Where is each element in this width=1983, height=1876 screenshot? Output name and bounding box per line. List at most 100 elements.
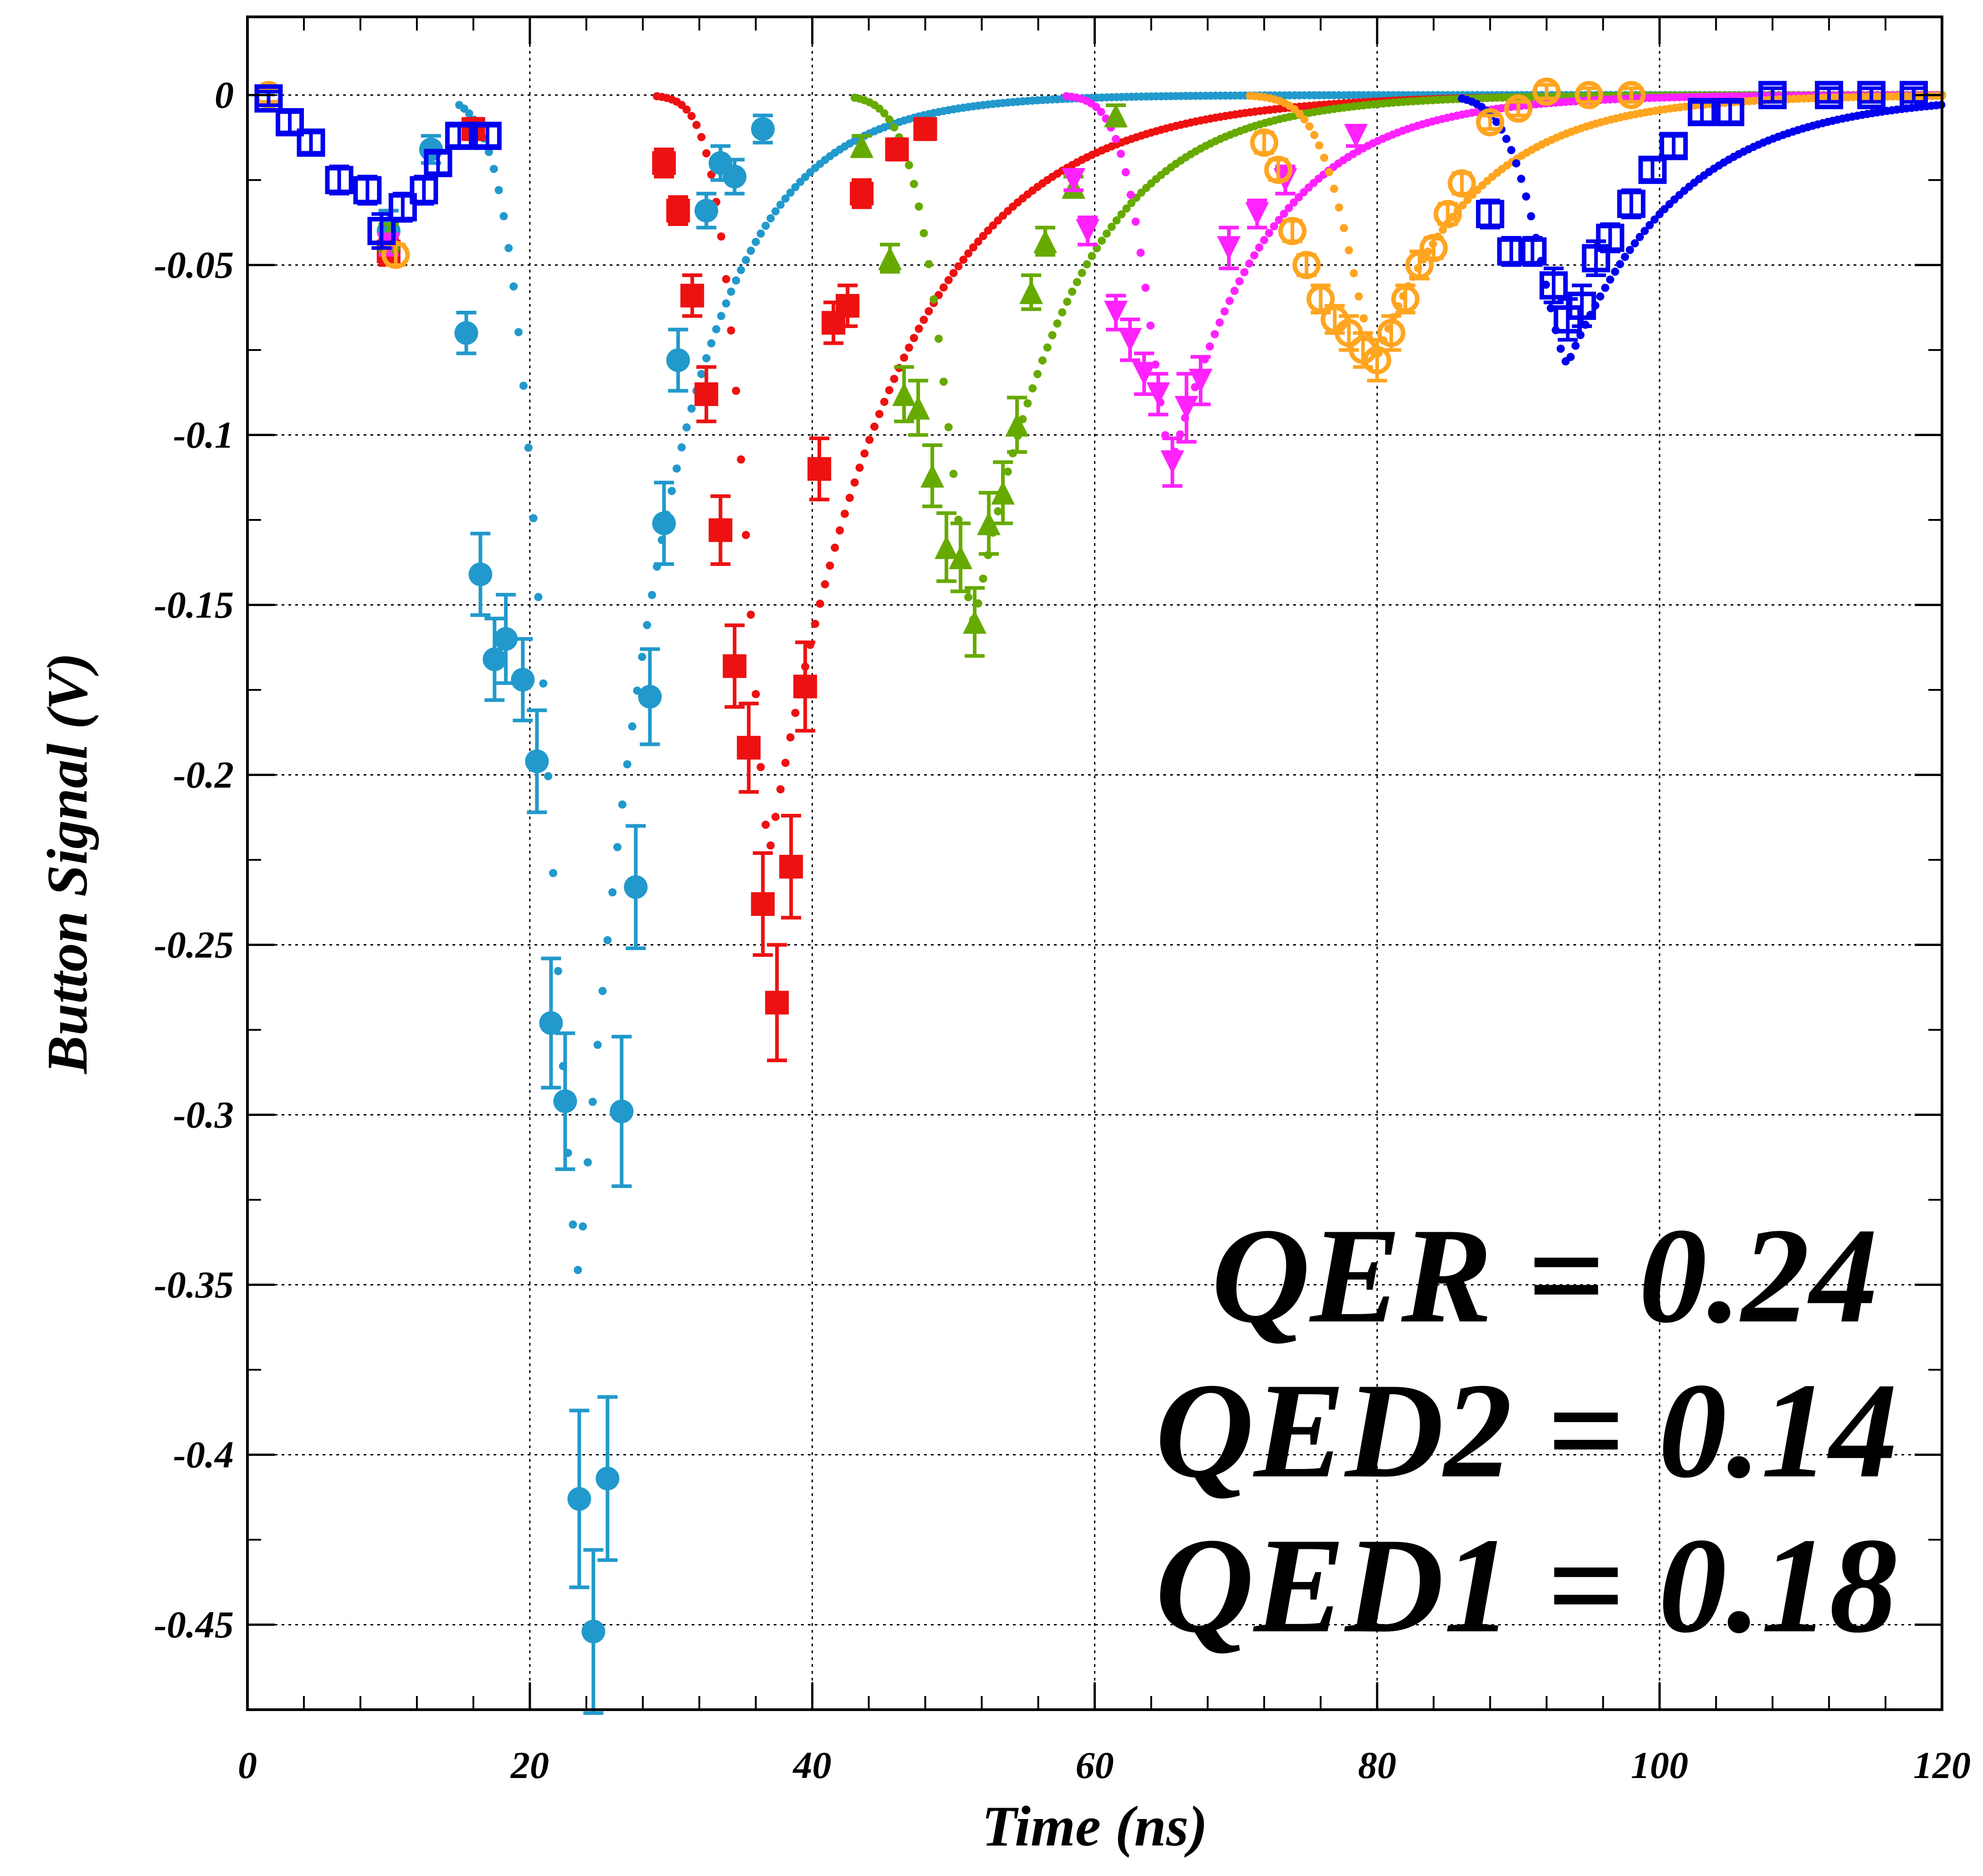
data-point: [454, 311, 478, 355]
data-point: [850, 134, 874, 158]
fit-point: [855, 463, 864, 472]
fit-point: [1295, 193, 1303, 201]
fit-point: [1295, 109, 1304, 118]
data-point: [367, 212, 396, 250]
fit-point: [1601, 283, 1609, 292]
series-0: [376, 113, 775, 1715]
marker: [1278, 216, 1307, 245]
marker: [367, 216, 396, 245]
fit-point: [904, 343, 913, 352]
fit-point: [939, 283, 948, 292]
series-4: [254, 77, 1646, 383]
data-point: [765, 943, 789, 1063]
fit-point: [588, 1098, 597, 1106]
data-point: [1245, 198, 1269, 230]
fit-point: [761, 221, 770, 230]
fit-point: [964, 249, 973, 258]
fit-point: [880, 109, 889, 118]
marker: [1005, 413, 1029, 437]
marker: [751, 892, 775, 916]
x-tick-label: 80: [1358, 1744, 1396, 1787]
marker: [1532, 77, 1561, 106]
fit-point: [925, 260, 933, 268]
data-point: [567, 1408, 591, 1589]
marker: [977, 511, 1001, 535]
fit-point: [935, 334, 943, 343]
fit-point: [524, 443, 533, 452]
marker: [1504, 94, 1533, 123]
fit-point: [1350, 269, 1358, 278]
fit-point: [539, 679, 548, 688]
fit-point: [1073, 278, 1081, 287]
fit-point: [1107, 222, 1116, 231]
fit-point: [979, 231, 987, 240]
fit-point: [771, 207, 780, 216]
fit-point: [1571, 341, 1580, 350]
marker: [1264, 155, 1293, 184]
marker: [539, 1011, 563, 1035]
fit-point: [1284, 204, 1293, 212]
marker: [325, 166, 354, 195]
fit-point: [494, 186, 503, 195]
fit-point: [717, 312, 725, 320]
fit-point: [791, 183, 800, 191]
fit-point: [1527, 212, 1536, 221]
marker: [410, 176, 438, 205]
y-tick-label: -0.05: [154, 244, 234, 287]
marker: [1476, 108, 1505, 137]
marker: [275, 108, 304, 137]
marker: [468, 562, 493, 586]
marker: [1250, 128, 1279, 157]
fit-point: [1141, 283, 1150, 292]
fit-point: [1621, 252, 1629, 261]
fit-point: [831, 543, 839, 552]
fit-point: [756, 763, 765, 771]
marker: [963, 610, 987, 634]
fit-point: [1210, 330, 1219, 339]
fit-point: [608, 888, 617, 897]
fit-point: [1083, 260, 1091, 268]
fit-point: [1458, 201, 1467, 210]
fit-point: [465, 109, 473, 118]
data-point: [963, 586, 987, 658]
marker: [836, 294, 860, 318]
data-point: [807, 437, 832, 502]
fit-point: [737, 455, 745, 464]
data-point: [709, 494, 733, 566]
series-5: [254, 81, 1928, 342]
fit-point: [786, 733, 795, 742]
data-point: [581, 1548, 606, 1715]
data-point: [1716, 98, 1745, 126]
series-2: [376, 103, 1128, 658]
data-point: [666, 328, 690, 393]
marker: [694, 199, 719, 223]
marker: [652, 511, 676, 535]
data-point: [694, 365, 719, 423]
fit-point: [1003, 468, 1012, 476]
fit-point: [1230, 287, 1239, 295]
fit-point: [603, 936, 612, 945]
y-tick-label: -0.45: [154, 1604, 234, 1646]
data-point: [1419, 234, 1448, 262]
fit-point: [618, 800, 627, 809]
fit-point: [1220, 307, 1229, 316]
data-point: [1292, 251, 1321, 279]
fit-point: [1645, 221, 1654, 230]
annotation-qer: QER = 0.24: [1212, 1200, 1878, 1351]
data-point: [511, 637, 535, 723]
fit-point: [994, 507, 1002, 516]
data-point: [1448, 169, 1476, 198]
marker: [454, 321, 478, 345]
data-point: [596, 1395, 620, 1562]
fit-point: [712, 325, 720, 334]
fit-point: [1038, 356, 1047, 365]
fit-point: [821, 580, 829, 589]
fit-point: [949, 469, 958, 478]
y-tick-label: -0.35: [154, 1264, 234, 1306]
fit-point: [732, 386, 740, 395]
marker: [709, 518, 733, 542]
fit-point: [1121, 168, 1130, 177]
fit-point: [1206, 342, 1214, 351]
marker: [553, 1089, 577, 1113]
fit-point: [1305, 122, 1314, 131]
